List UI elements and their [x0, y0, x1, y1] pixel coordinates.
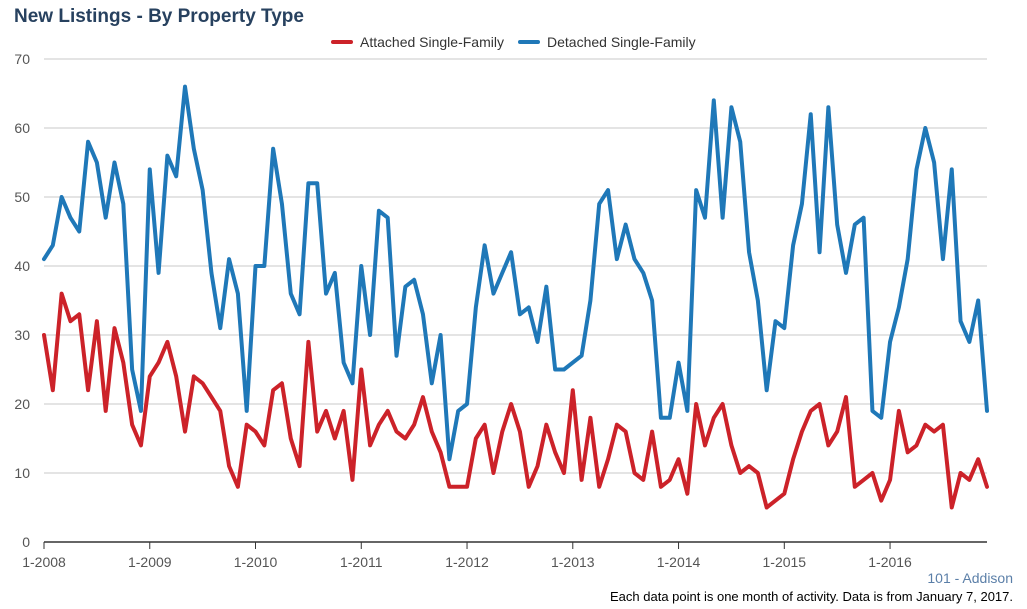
y-tick-label: 20 — [14, 396, 30, 412]
attached-single-family-line — [42, 291, 989, 510]
footnote: Each data point is one month of activity… — [610, 589, 1013, 604]
y-tick-label: 40 — [14, 258, 30, 274]
series-group — [42, 84, 989, 510]
x-tick-label: 1-2008 — [22, 554, 66, 570]
y-tick-label: 0 — [22, 534, 30, 550]
y-tick-label: 50 — [14, 189, 30, 205]
grid-lines — [44, 58, 987, 474]
y-axis-ticks: 0 10 20 30 40 50 60 70 — [14, 51, 30, 550]
x-axis: 1-2008 1-2009 1-2010 1-2011 1-2012 1-2013 1-20… — [22, 541, 987, 570]
chart-title: New Listings - By Property Type — [14, 6, 304, 27]
x-tick-label: 1-2015 — [763, 554, 807, 570]
region-label: 101 - Addison — [927, 570, 1013, 586]
legend-item[interactable]: Detached Single-Family — [547, 34, 696, 50]
y-tick-label: 10 — [14, 465, 30, 481]
detached-single-family-line — [42, 84, 989, 462]
legend-item[interactable]: Attached Single-Family — [360, 34, 504, 50]
x-tick-label: 1-2014 — [657, 554, 701, 570]
x-tick-label: 1-2013 — [551, 554, 595, 570]
x-tick-label: 1-2012 — [445, 554, 489, 570]
legend[interactable]: Attached Single-Family Detached Single-Fa… — [331, 34, 696, 50]
y-tick-label: 60 — [14, 120, 30, 136]
x-tick-label: 1-2009 — [128, 554, 172, 570]
x-tick-label: 1-2011 — [340, 554, 383, 570]
x-tick-label: 1-2010 — [234, 554, 278, 570]
y-tick-label: 70 — [14, 51, 30, 67]
y-tick-label: 30 — [14, 327, 30, 343]
x-tick-label: 1-2016 — [868, 554, 912, 570]
